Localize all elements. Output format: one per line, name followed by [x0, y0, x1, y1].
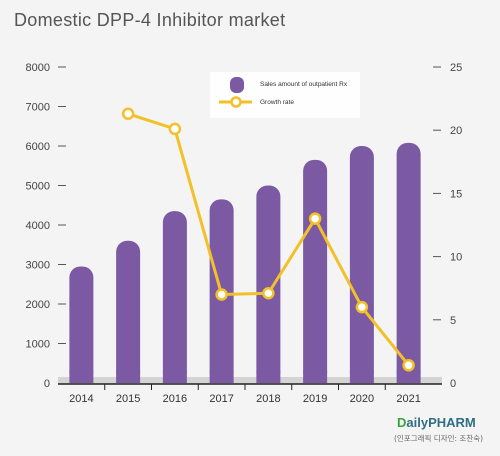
x-axis-tick-label: 2021	[396, 393, 420, 405]
right-axis-tick-label: 0	[450, 378, 456, 390]
right-axis-tick-label: 25	[450, 62, 462, 74]
bar-base	[303, 371, 328, 383]
legend-label-growth: Growth rate	[260, 99, 294, 106]
left-axis-tick-label: 6000	[26, 141, 50, 153]
left-axis-tick-label: 1000	[26, 339, 50, 351]
x-axis-tick-label: 2015	[116, 393, 140, 405]
bar	[256, 185, 281, 383]
left-axis-tick-label: 0	[44, 378, 50, 390]
right-axis-tick-label: 5	[450, 315, 456, 327]
x-axis-tick-label: 2016	[163, 393, 187, 405]
legend-label-sales: Sales amount of outpatient Rx	[260, 81, 348, 88]
right-axis-tick-label: 20	[450, 125, 462, 137]
brand-logo-mark: D	[397, 415, 407, 430]
bar	[396, 142, 421, 383]
right-axis-tick-label: 15	[450, 188, 462, 200]
baseline-band	[58, 377, 442, 384]
x-axis-tick-label: 2020	[350, 393, 374, 405]
growth-rate-point	[262, 287, 275, 300]
growth-rate-point	[168, 122, 182, 136]
growth-rate-point	[402, 359, 415, 372]
bar-base	[116, 371, 141, 383]
x-axis-tick-label: 2019	[303, 393, 327, 405]
chart-title: Domestic DPP-4 Inhibitor market	[14, 10, 286, 30]
bar	[303, 159, 328, 383]
right-axis-tick-label: 10	[450, 252, 462, 264]
bar-base	[209, 371, 234, 383]
design-credit: (인포그래픽 디자인: 조찬숙)	[394, 434, 484, 443]
legend-swatch-marker	[230, 96, 242, 108]
left-axis-tick-label: 2000	[26, 299, 50, 311]
x-axis-tick-label: 2014	[69, 393, 93, 405]
brand-logo: DailyPHARM	[397, 415, 476, 430]
bar-base	[256, 371, 281, 383]
growth-rate-point	[308, 212, 322, 225]
left-axis-tick-label: 4000	[26, 220, 50, 232]
growth-rate-point	[121, 107, 135, 121]
brand-name: ailyPHARM	[406, 415, 476, 430]
bar	[349, 146, 374, 383]
growth-rate-point	[215, 288, 228, 301]
bar	[162, 211, 187, 383]
left-axis-tick-label: 7000	[26, 102, 50, 114]
left-axis-tick-label: 5000	[26, 181, 50, 193]
bar-base	[396, 371, 421, 383]
growth-rate-point	[355, 300, 369, 314]
x-axis-tick-label: 2018	[256, 393, 280, 405]
bar	[116, 240, 141, 383]
bar-base	[162, 371, 187, 383]
bar	[69, 266, 94, 383]
left-axis-tick-label: 8000	[26, 62, 50, 74]
bar-base	[69, 371, 94, 383]
left-axis-tick-label: 3000	[26, 260, 50, 272]
bar-base	[349, 371, 374, 383]
x-axis-tick-label: 2017	[209, 393, 233, 405]
legend-swatch-bar	[230, 77, 244, 93]
